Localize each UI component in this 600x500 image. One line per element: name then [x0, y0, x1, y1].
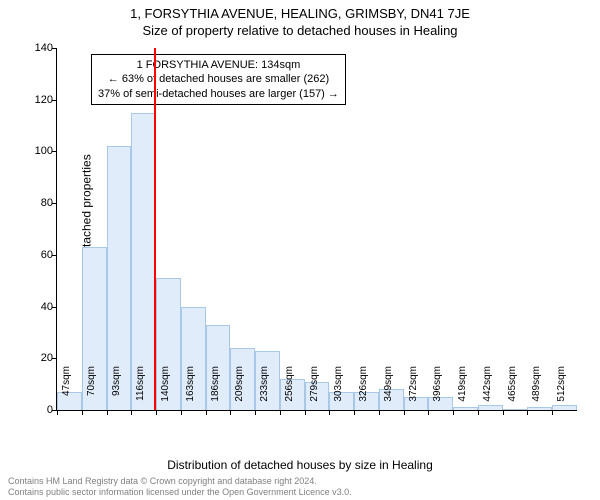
plot-area: 1 FORSYTHIA AVENUE: 134sqm ← 63% of deta…	[56, 48, 577, 411]
chart-title: 1, FORSYTHIA AVENUE, HEALING, GRIMSBY, D…	[0, 0, 600, 40]
x-tick-mark	[503, 410, 504, 415]
x-tick-label: 512sqm	[556, 366, 567, 416]
info-line-1: 1 FORSYTHIA AVENUE: 134sqm	[98, 58, 339, 72]
x-tick-label: 140sqm	[160, 366, 171, 416]
x-tick-mark	[453, 410, 454, 415]
x-tick-mark	[57, 410, 58, 415]
x-tick-mark	[428, 410, 429, 415]
x-tick-mark	[379, 410, 380, 415]
x-tick-label: 116sqm	[135, 366, 146, 416]
title-line-2: Size of property relative to detached ho…	[0, 23, 600, 40]
x-tick-label: 279sqm	[309, 366, 320, 416]
y-tick-label: 60	[25, 249, 53, 261]
x-tick-label: 396sqm	[432, 366, 443, 416]
y-tick-label: 80	[25, 197, 53, 209]
y-tick-label: 100	[25, 145, 53, 157]
y-tick-label: 20	[25, 352, 53, 364]
footer-attribution: Contains HM Land Registry data © Crown c…	[8, 476, 352, 498]
y-tick-mark	[52, 151, 57, 152]
info-line-2: ← 63% of detached houses are smaller (26…	[98, 72, 339, 86]
x-tick-label: 47sqm	[61, 366, 72, 416]
x-tick-label: 326sqm	[358, 366, 369, 416]
x-tick-mark	[181, 410, 182, 415]
x-tick-mark	[478, 410, 479, 415]
footer-line-1: Contains HM Land Registry data © Crown c…	[8, 476, 352, 487]
x-tick-mark	[107, 410, 108, 415]
x-tick-mark	[280, 410, 281, 415]
x-axis-label: Distribution of detached houses by size …	[0, 458, 600, 472]
x-tick-mark	[354, 410, 355, 415]
y-tick-label: 0	[25, 404, 53, 416]
x-tick-label: 256sqm	[284, 366, 295, 416]
info-annotation-box: 1 FORSYTHIA AVENUE: 134sqm ← 63% of deta…	[91, 54, 346, 105]
x-tick-mark	[206, 410, 207, 415]
x-tick-label: 349sqm	[383, 366, 394, 416]
y-tick-mark	[52, 203, 57, 204]
footer-line-2: Contains public sector information licen…	[8, 487, 352, 498]
x-tick-label: 303sqm	[333, 366, 344, 416]
y-tick-mark	[52, 100, 57, 101]
x-tick-label: 372sqm	[408, 366, 419, 416]
y-tick-mark	[52, 307, 57, 308]
x-tick-mark	[82, 410, 83, 415]
x-tick-label: 465sqm	[507, 366, 518, 416]
y-tick-mark	[52, 358, 57, 359]
x-tick-mark	[329, 410, 330, 415]
y-tick-mark	[52, 255, 57, 256]
chart-container: 1, FORSYTHIA AVENUE, HEALING, GRIMSBY, D…	[0, 0, 600, 500]
info-line-3: 37% of semi-detached houses are larger (…	[98, 87, 339, 101]
x-tick-mark	[404, 410, 405, 415]
x-tick-label: 442sqm	[482, 366, 493, 416]
x-tick-label: 419sqm	[457, 366, 468, 416]
y-tick-label: 140	[25, 42, 53, 54]
x-tick-label: 70sqm	[86, 366, 97, 416]
x-tick-mark	[305, 410, 306, 415]
y-tick-label: 40	[25, 301, 53, 313]
x-tick-label: 93sqm	[111, 366, 122, 416]
title-line-1: 1, FORSYTHIA AVENUE, HEALING, GRIMSBY, D…	[0, 6, 600, 23]
x-tick-mark	[131, 410, 132, 415]
x-tick-mark	[255, 410, 256, 415]
x-tick-mark	[156, 410, 157, 415]
x-tick-label: 489sqm	[531, 366, 542, 416]
x-tick-label: 186sqm	[210, 366, 221, 416]
x-tick-mark	[527, 410, 528, 415]
x-tick-mark	[230, 410, 231, 415]
x-tick-label: 209sqm	[234, 366, 245, 416]
y-tick-label: 120	[25, 94, 53, 106]
x-tick-label: 163sqm	[185, 366, 196, 416]
x-tick-mark	[552, 410, 553, 415]
property-marker-line	[154, 48, 156, 410]
x-tick-label: 233sqm	[259, 366, 270, 416]
y-tick-mark	[52, 48, 57, 49]
